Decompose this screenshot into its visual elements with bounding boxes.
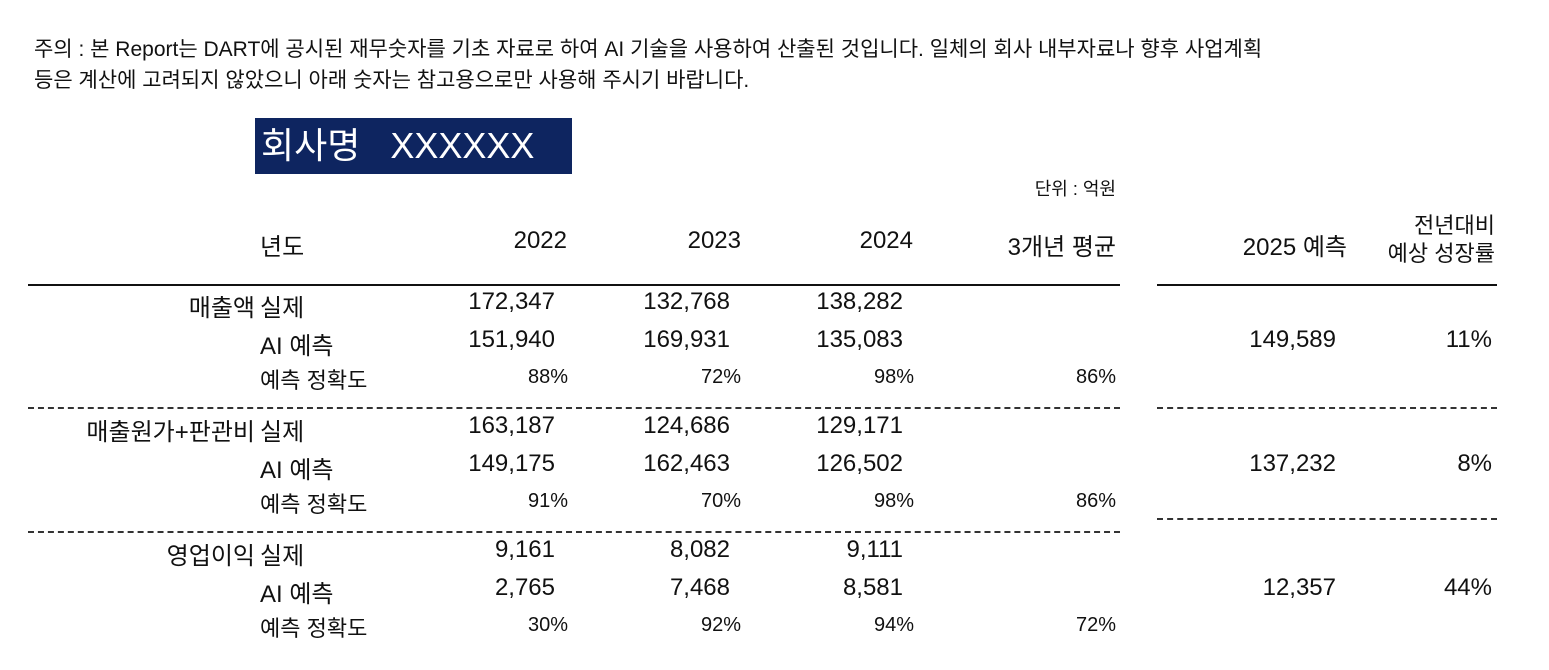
company-name: XXXXXX xyxy=(390,125,535,166)
ai-forecast-value: 162,463 xyxy=(643,450,730,477)
ai-forecast-value: 149,175 xyxy=(468,450,555,477)
header-year: 년도 xyxy=(260,234,305,261)
section-label: 매출원가+판관비 xyxy=(86,419,255,446)
header-2022: 2022 xyxy=(513,227,567,254)
actual-value: 9,111 xyxy=(846,536,904,563)
ai-forecast-value: 151,940 xyxy=(468,326,555,353)
ai-forecast-value: 135,083 xyxy=(816,326,903,353)
accuracy-value: 70% xyxy=(700,490,741,512)
section-label: 매출액 xyxy=(188,295,255,322)
accuracy-value: 98% xyxy=(873,366,914,388)
row-label-ai-forecast: AI 예측 xyxy=(260,457,334,484)
header-2023: 2023 xyxy=(687,227,741,254)
forecast-2025-value: 149,589 xyxy=(1249,326,1336,353)
ai-forecast-value: 169,931 xyxy=(643,326,730,353)
header-growth-line-1: 전년대비 xyxy=(1414,213,1495,238)
company-title-banner: 회사명 XXXXXX xyxy=(255,118,572,174)
actual-value: 8,082 xyxy=(669,536,730,563)
average-accuracy-value: 72% xyxy=(1075,614,1116,636)
row-label-ai-forecast: AI 예측 xyxy=(260,581,334,608)
accuracy-value: 88% xyxy=(527,366,568,388)
forecast-2025-value: 12,357 xyxy=(1262,574,1336,601)
row-label-actual: 실제 xyxy=(260,543,305,570)
company-label: 회사명 xyxy=(261,125,361,166)
row-label-accuracy: 예측 정확도 xyxy=(260,492,368,517)
accuracy-value: 30% xyxy=(527,614,568,636)
ai-forecast-value: 126,502 xyxy=(816,450,903,477)
accuracy-value: 72% xyxy=(700,366,741,388)
header-growth: 전년대비 예상 성장률 xyxy=(1340,212,1495,268)
accuracy-value: 92% xyxy=(700,614,741,636)
growth-rate-value: 44% xyxy=(1443,574,1492,601)
notice-line-2: 등은 계산에 고려되지 않았으니 아래 숫자는 참고용으로만 사용해 주시기 바… xyxy=(34,69,750,92)
row-label-actual: 실제 xyxy=(260,419,305,446)
ai-forecast-value: 2,765 xyxy=(494,574,555,601)
section-divider-right xyxy=(1157,518,1497,520)
actual-value: 124,686 xyxy=(643,412,730,439)
notice-line-1: 주의 : 본 Report는 DART에 공시된 재무숫자를 기초 자료로 하여… xyxy=(34,38,1263,61)
section-label: 영업이익 xyxy=(166,543,255,570)
accuracy-value: 91% xyxy=(527,490,568,512)
growth-rate-value: 8% xyxy=(1457,450,1492,477)
header-divider-left xyxy=(28,284,1120,286)
actual-value: 138,282 xyxy=(816,288,903,315)
unit-label: 단위 : 억원 xyxy=(1034,179,1116,199)
average-accuracy-value: 86% xyxy=(1075,490,1116,512)
row-label-ai-forecast: AI 예측 xyxy=(260,333,334,360)
forecast-2025-value: 137,232 xyxy=(1249,450,1336,477)
growth-rate-value: 11% xyxy=(1445,326,1492,353)
actual-value: 172,347 xyxy=(468,288,555,315)
section-divider-left xyxy=(28,531,1120,533)
row-label-accuracy: 예측 정확도 xyxy=(260,616,368,641)
average-accuracy-value: 86% xyxy=(1075,366,1116,388)
row-label-actual: 실제 xyxy=(260,295,305,322)
accuracy-value: 98% xyxy=(873,490,914,512)
section-divider-right xyxy=(1157,407,1497,409)
actual-value: 132,768 xyxy=(643,288,730,315)
disclaimer-notice: 주의 : 본 Report는 DART에 공시된 재무숫자를 기초 자료로 하여… xyxy=(34,34,1262,96)
row-label-accuracy: 예측 정확도 xyxy=(260,368,368,393)
ai-forecast-value: 7,468 xyxy=(669,574,730,601)
header-divider-right xyxy=(1157,284,1497,286)
actual-value: 9,161 xyxy=(494,536,555,563)
header-2024: 2024 xyxy=(859,227,913,254)
ai-forecast-value: 8,581 xyxy=(842,574,903,601)
header-3yr-average: 3개년 평균 xyxy=(1007,234,1116,261)
header-growth-line-2: 예상 성장률 xyxy=(1387,241,1495,266)
actual-value: 163,187 xyxy=(468,412,555,439)
actual-value: 129,171 xyxy=(816,412,903,439)
accuracy-value: 94% xyxy=(873,614,914,636)
header-2025-forecast: 2025 예측 xyxy=(1242,234,1347,261)
section-divider-left xyxy=(28,407,1120,409)
